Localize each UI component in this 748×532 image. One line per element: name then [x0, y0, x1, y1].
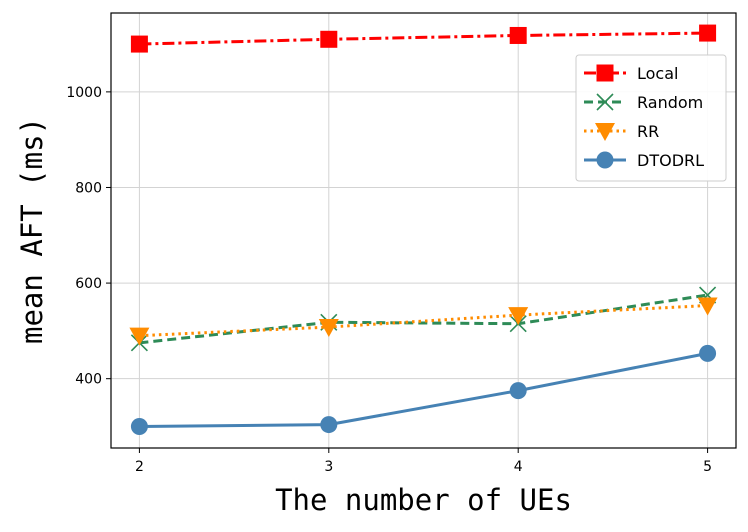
series-line-local	[139, 31, 708, 46]
series-dtodrl	[130, 344, 717, 435]
x-axis-label: The number of UEs	[275, 483, 572, 517]
series-layer	[129, 24, 718, 435]
series-line-rr	[139, 304, 708, 338]
data-point-rr	[697, 297, 718, 316]
y-tick-label: 600	[75, 276, 102, 292]
data-point-local	[509, 26, 527, 44]
legend-marker-dtodrl	[596, 151, 614, 169]
x-tick-label: 3	[324, 459, 333, 475]
data-point-local	[320, 30, 338, 48]
y-tick-label: 400	[75, 372, 102, 388]
legend-label-local: Local	[637, 64, 678, 83]
data-point-dtodrl	[320, 416, 338, 434]
legend: Local Random RR DTODRL	[575, 54, 727, 182]
data-point-rr	[318, 319, 339, 338]
y-tick-label: 1000	[66, 85, 102, 101]
plot-frame	[110, 12, 737, 449]
data-point-local	[130, 35, 148, 53]
legend-item-random: Random	[584, 93, 703, 112]
series-line-random	[139, 293, 708, 345]
x-tick-label: 4	[514, 459, 523, 475]
data-point-dtodrl	[509, 382, 527, 400]
data-point-local	[699, 24, 717, 42]
axis-ticks: 2 3 4 5 400 600 800 1000	[66, 85, 712, 475]
data-point-rr	[508, 307, 529, 326]
data-point-rr	[129, 327, 150, 346]
series-line-dtodrl	[139, 351, 708, 428]
x-tick-label: 5	[703, 459, 712, 475]
series-rr	[129, 297, 718, 346]
legend-marker-local	[596, 64, 614, 82]
y-tick-label: 800	[75, 180, 102, 196]
x-tick-label: 2	[135, 459, 144, 475]
legend-label-random: Random	[637, 93, 703, 112]
legend-marker-rr	[595, 123, 615, 141]
legend-label-rr: RR	[637, 122, 659, 141]
series-random	[130, 286, 717, 352]
series-local	[130, 24, 717, 53]
legend-item-dtodrl: DTODRL	[584, 151, 704, 170]
legend-box	[575, 54, 727, 182]
y-axis-label: mean AFT (ms)	[15, 117, 49, 344]
legend-label-dtodrl: DTODRL	[637, 151, 704, 170]
legend-item-rr: RR	[584, 122, 659, 141]
data-point-dtodrl	[699, 344, 717, 362]
data-point-dtodrl	[130, 417, 148, 435]
legend-marker-random	[596, 93, 614, 111]
legend-item-local: Local	[584, 64, 678, 83]
